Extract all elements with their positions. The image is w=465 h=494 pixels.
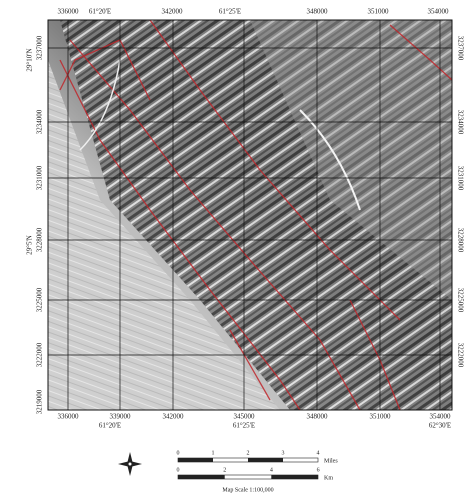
left-label: 3228000 bbox=[36, 227, 44, 252]
left-geo-label: 29°10'N bbox=[26, 48, 34, 71]
right-label: 3228000 bbox=[456, 228, 464, 253]
bottom-geo-label: 62°30'E bbox=[429, 422, 451, 430]
bottom-label: 342000 bbox=[163, 413, 185, 421]
scale-tick: 4 bbox=[317, 450, 320, 456]
north-arrow bbox=[118, 452, 142, 476]
left-label: 3237000 bbox=[36, 35, 44, 60]
bottom-label: 351000 bbox=[370, 413, 392, 421]
scale-tick: 4 bbox=[270, 467, 273, 473]
top-label: 61°20'E bbox=[89, 8, 111, 16]
scale-tick: 0 bbox=[177, 450, 180, 456]
bottom-geo-label: 61°25'E bbox=[233, 422, 255, 430]
top-label: 61°25'E bbox=[219, 8, 241, 16]
bottom-label: 354000 bbox=[430, 413, 452, 421]
scale-caption: Map Scale 1:100,000 bbox=[222, 487, 273, 493]
map-figure: Map Scale 1:100,000 336000 61°20'E 342000 6… bbox=[0, 0, 465, 494]
left-geo-label: 29°5'N bbox=[26, 235, 34, 255]
top-label: 348000 bbox=[307, 8, 329, 16]
bottom-label: 336000 bbox=[58, 413, 80, 421]
scale-tick: 2 bbox=[223, 467, 226, 473]
top-label: 336000 bbox=[58, 8, 80, 16]
bottom-label: 339000 bbox=[110, 413, 132, 421]
bottom-label: 348000 bbox=[307, 413, 329, 421]
scale-tick: 2 bbox=[247, 450, 250, 456]
scale-bar bbox=[178, 458, 318, 479]
right-label: 3225000 bbox=[456, 288, 464, 313]
scale-tick: 6 bbox=[317, 467, 320, 473]
top-label: 342000 bbox=[162, 8, 184, 16]
left-label: 3219000 bbox=[36, 389, 44, 414]
scale-unit: Miles bbox=[324, 458, 338, 464]
right-label: 3234000 bbox=[456, 110, 464, 135]
scale-unit: Km bbox=[324, 475, 333, 481]
right-label: 3237000 bbox=[456, 36, 464, 61]
scale-tick: 3 bbox=[282, 450, 285, 456]
left-label: 3225000 bbox=[36, 287, 44, 312]
left-label: 3234000 bbox=[36, 109, 44, 134]
bottom-label: 345000 bbox=[234, 413, 256, 421]
right-label: 3231000 bbox=[456, 166, 464, 191]
scale-tick: 1 bbox=[212, 450, 215, 456]
left-label: 3231000 bbox=[36, 165, 44, 190]
top-label: 351000 bbox=[368, 8, 390, 16]
left-label: 3222000 bbox=[36, 342, 44, 367]
bottom-geo-label: 61°20'E bbox=[99, 422, 121, 430]
top-label: 354000 bbox=[428, 8, 450, 16]
scale-tick: 0 bbox=[177, 467, 180, 473]
right-label: 3222000 bbox=[456, 343, 464, 368]
imagery bbox=[48, 20, 452, 410]
